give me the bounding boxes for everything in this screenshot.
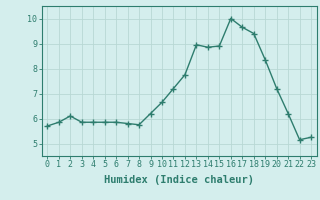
X-axis label: Humidex (Indice chaleur): Humidex (Indice chaleur) (104, 175, 254, 185)
